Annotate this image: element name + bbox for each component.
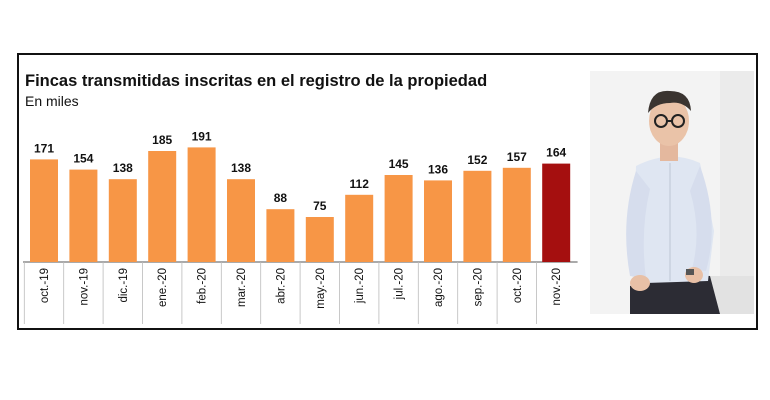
bar — [345, 194, 374, 262]
chart-subtitle: En miles — [25, 93, 79, 109]
x-tick-label: jun.-20 — [354, 268, 366, 304]
bar — [384, 175, 413, 262]
data-label: 191 — [192, 129, 212, 143]
person-portrait-icon — [590, 71, 754, 314]
x-tick-label: abr.-20 — [275, 268, 287, 304]
x-tick-label: nov.-20 — [551, 268, 563, 306]
data-label: 157 — [507, 150, 527, 164]
person-photo — [590, 71, 754, 314]
x-tick-label: mar.-20 — [236, 268, 248, 307]
data-label: 112 — [350, 177, 370, 191]
x-tick-label: dic.-19 — [118, 268, 130, 303]
x-tick-label: may.-20 — [315, 268, 327, 309]
bar — [305, 217, 334, 262]
bar — [502, 167, 531, 262]
bar — [463, 170, 492, 262]
data-label: 154 — [73, 152, 93, 166]
bar — [542, 163, 571, 262]
data-label: 145 — [389, 157, 409, 171]
data-label: 138 — [113, 161, 133, 175]
data-label: 88 — [274, 191, 288, 205]
bar — [227, 179, 255, 262]
data-label: 171 — [34, 141, 54, 155]
x-tick-label: ago.-20 — [433, 268, 445, 307]
x-tick-label: ene.-20 — [157, 268, 169, 307]
bar — [108, 179, 137, 262]
bar-chart: 171 oct.-19 154 nov.-19 138 dic.-19 185 ene.-20… — [23, 129, 578, 324]
data-label: 75 — [313, 199, 327, 213]
data-label: 136 — [428, 162, 448, 176]
bar — [187, 147, 216, 262]
bar — [30, 159, 58, 262]
data-label: 185 — [152, 133, 172, 147]
bar — [424, 180, 452, 262]
x-tick-label: nov.-19 — [78, 268, 90, 306]
x-tick-label: jul.-20 — [394, 268, 406, 300]
infographic-frame: Fincas transmitidas inscritas en el regi… — [17, 53, 758, 330]
chart-title: Fincas transmitidas inscritas en el regi… — [25, 72, 488, 90]
data-label: 152 — [467, 153, 487, 167]
x-tick-label: oct.-19 — [39, 268, 51, 303]
bar — [266, 209, 295, 262]
bar — [148, 151, 177, 262]
x-tick-label: feb.-20 — [197, 268, 209, 304]
x-tick-label: sep.-20 — [472, 268, 484, 306]
bar — [69, 169, 98, 262]
data-label: 164 — [546, 146, 566, 160]
x-tick-label: oct.-20 — [512, 268, 524, 303]
data-label: 138 — [231, 161, 251, 175]
